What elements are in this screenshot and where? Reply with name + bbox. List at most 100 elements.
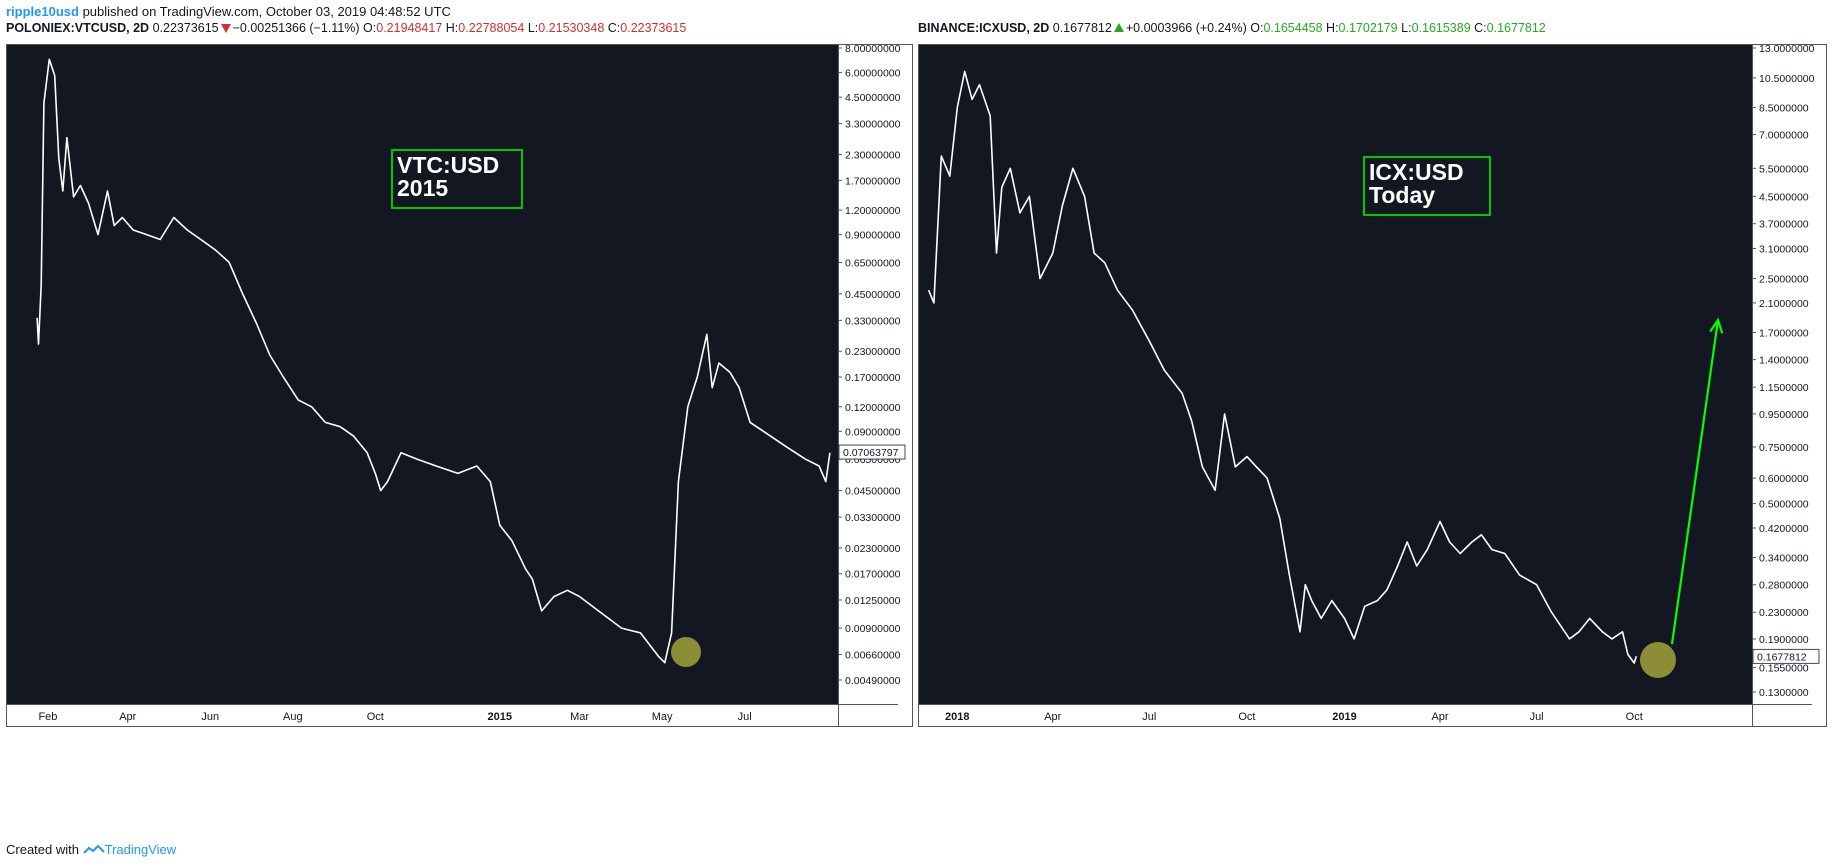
y-tick-label: 13.0000000 [1759,44,1815,55]
y-tick-label: 0.00660000 [845,650,901,662]
y-tick-label: 7.0000000 [1759,130,1809,142]
right-chart-panel[interactable]: 13.0000000 10.5000000 8.5000000 7.0000000 5.… [918,44,1828,834]
y-tick-label: 0.1300000 [1759,687,1809,699]
left-chart-panel[interactable]: 8.00000000 6.00000000 4.50000000 3.30000000… [6,44,914,834]
x-tick-label: Apr [1431,711,1448,723]
annotation-text: 2015 [397,175,448,201]
plot-area[interactable] [6,44,838,704]
last-price-tag [838,444,906,460]
y-tick-label: 0.90000000 [845,230,901,242]
y-tick-label: 0.23000000 [845,346,901,358]
y-tick-label: 0.01250000 [845,595,901,607]
left-high-label: H: [445,21,459,35]
time-axis[interactable]: 2018 Apr Jul Oct 2019 Apr Jul Oct [945,711,1643,723]
y-tick-label: 0.1900000 [1759,634,1809,646]
x-tick-label: Jul [1530,711,1544,723]
left-high: 0.22788054 [458,21,525,35]
arrow-head-icon [1709,317,1724,334]
y-tick-label: 8.00000000 [845,44,901,55]
bottom-highlight-circle[interactable] [671,637,701,667]
chart-frame [918,44,1827,727]
y-tick-label: 0.12000000 [845,402,901,414]
y-tick-label: 0.00900000 [845,623,901,635]
x-tick-label: Oct [1626,711,1643,723]
y-tick-label: 0.9500000 [1759,409,1809,421]
price-axis[interactable]: 13.0000000 10.5000000 8.5000000 7.0000000 5.… [1752,44,1815,699]
x-tick-label: 2015 [488,711,512,723]
y-tick-label: 0.02300000 [845,543,901,555]
left-ohlc-header: POLONIEX:VTCUSD, 2D 0.22373615 −0.0025136… [6,21,686,35]
left-low: 0.21530348 [538,21,605,35]
y-tick-label: 6.00000000 [845,68,901,80]
y-tick-label: 0.2800000 [1759,580,1809,592]
x-tick-label: Mar [570,711,589,723]
y-tick-label: 2.30000000 [845,149,901,161]
left-low-label: L: [527,21,539,35]
x-tick-label: 2019 [1332,711,1356,723]
x-tick-label: Feb [38,711,57,723]
y-tick-label: 3.1000000 [1759,243,1809,255]
projection-arrow[interactable] [1670,319,1720,645]
y-tick-label: 3.7000000 [1759,219,1809,231]
x-tick-label: May [652,711,673,723]
y-tick-label: 0.17000000 [845,372,901,384]
footer: Created with TradingView [6,842,176,857]
icx-price-line[interactable] [927,70,1638,664]
x-tick-label: Oct [1238,711,1255,723]
y-tick-label: 0.5000000 [1759,499,1809,511]
right-high-label: H: [1326,21,1339,35]
y-tick-label: 2.1000000 [1759,298,1809,310]
left-open: 0.21948417 [376,21,443,35]
tradingview-logo-icon [82,844,105,854]
x-tick-label: Jul [1142,711,1156,723]
y-tick-label: 0.3400000 [1759,553,1809,565]
right-open: 0.1654458 [1263,21,1323,35]
right-high: 0.1702179 [1338,21,1398,35]
left-change: −0.00251366 (−1.11%) [232,21,360,35]
up-arrow-icon [1113,23,1124,32]
y-tick-label: 0.04500000 [845,486,901,498]
right-low-label: L: [1401,21,1412,35]
y-tick-label: 0.00490000 [845,675,901,687]
y-tick-label: 0.7500000 [1759,442,1809,454]
bottom-highlight-circle[interactable] [1640,642,1676,678]
y-tick-label: 0.1550000 [1759,662,1809,674]
right-ohlc-header: BINANCE:ICXUSD, 2D 0.1677812 +0.0003966 (… [918,21,1546,35]
x-tick-label: Oct [367,711,384,723]
y-tick-label: 1.1500000 [1759,382,1809,394]
y-tick-label: 3.30000000 [845,119,901,131]
y-tick-label: 0.45000000 [845,289,901,301]
y-tick-label: 1.20000000 [845,205,901,217]
y-tick-label: 8.5000000 [1759,102,1809,114]
y-tick-label: 0.01700000 [845,569,901,581]
plot-area[interactable] [918,44,1752,704]
y-tick-label: 0.2300000 [1759,607,1809,619]
y-tick-label: 2.5000000 [1759,274,1809,286]
left-close-label: C: [607,21,621,35]
publish-text: published on TradingView.com, October 03… [78,4,451,19]
y-tick-label: 0.4200000 [1759,523,1809,535]
annotation-box[interactable] [391,149,523,209]
annotation-text: Today [1369,182,1435,208]
right-change: +0.0003966 (+0.24%) [1125,21,1247,35]
x-tick-label: Apr [1044,711,1061,723]
x-tick-label: Jul [738,711,752,723]
vtc-price-chart[interactable]: 8.00000000 6.00000000 4.50000000 3.30000000… [6,44,914,834]
time-axis[interactable]: Feb Apr Jun Aug Oct 2015 Mar May Jul [38,711,751,723]
created-with-text: Created with [6,842,79,857]
y-tick-label: 5.5000000 [1759,163,1809,175]
left-symbol[interactable]: POLONIEX:VTCUSD, 2D [6,21,150,35]
icx-price-chart[interactable]: 13.0000000 10.5000000 8.5000000 7.0000000 5.… [918,44,1828,834]
price-axis[interactable]: 8.00000000 6.00000000 4.50000000 3.30000000… [838,44,901,687]
x-tick-label: Apr [119,711,136,723]
publish-line: ripple10usd published on TradingView.com… [6,4,451,19]
last-price-label: 0.1677812 [1757,651,1807,663]
right-low: 0.1615389 [1411,21,1471,35]
vtc-price-line[interactable] [36,58,831,664]
author-link[interactable]: ripple10usd [6,4,79,19]
annotation-box[interactable] [1363,156,1491,216]
y-tick-label: 0.6000000 [1759,473,1809,485]
tradingview-link[interactable]: TradingView [104,842,177,857]
right-symbol[interactable]: BINANCE:ICXUSD, 2D [918,21,1050,35]
left-close: 0.22373615 [620,21,687,35]
